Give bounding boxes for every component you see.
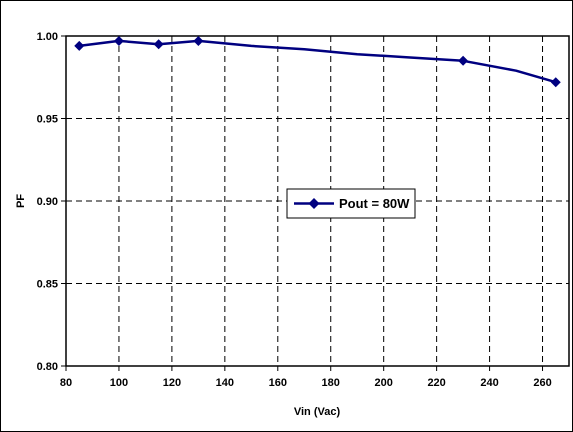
- legend-marker-diamond: [308, 198, 320, 209]
- x-tick-label: 240: [480, 377, 498, 389]
- x-tick-label: 140: [216, 377, 234, 389]
- y-axis-title: PF: [15, 194, 27, 208]
- y-tick-label: 0.85: [37, 279, 58, 291]
- axis-ticks: 80 100 120 140 160 180 200 220 240 260 0.80 0.85 0.9…: [37, 31, 552, 389]
- series-line: [77, 39, 558, 84]
- legend-series-label: Pout = 80W: [339, 196, 410, 211]
- y-tick-label: 0.95: [37, 114, 58, 126]
- x-tick-label: 160: [269, 377, 287, 389]
- data-point-marker: [550, 77, 561, 88]
- x-tick-label: 260: [533, 377, 551, 389]
- data-point-marker: [153, 39, 164, 50]
- x-tick-label: 200: [375, 377, 393, 389]
- x-tick-label: 100: [110, 377, 128, 389]
- y-tick-label: 0.80: [37, 361, 58, 373]
- data-point-marker: [458, 55, 469, 66]
- legend: Pout = 80W: [286, 188, 416, 219]
- y-tick-label: 0.90: [37, 196, 58, 208]
- x-tick-label: 220: [427, 377, 445, 389]
- series-layer: [74, 35, 561, 88]
- gridlines: [66, 36, 569, 366]
- y-tick-label: 1.00: [37, 31, 58, 43]
- x-tick-label: 120: [163, 377, 181, 389]
- data-point-marker: [113, 35, 124, 46]
- x-axis-title: Vin (Vac): [294, 406, 341, 418]
- x-tick-label: 80: [60, 377, 72, 389]
- data-point-marker: [74, 40, 85, 51]
- x-tick-label: 180: [322, 377, 340, 389]
- data-point-marker: [193, 35, 204, 46]
